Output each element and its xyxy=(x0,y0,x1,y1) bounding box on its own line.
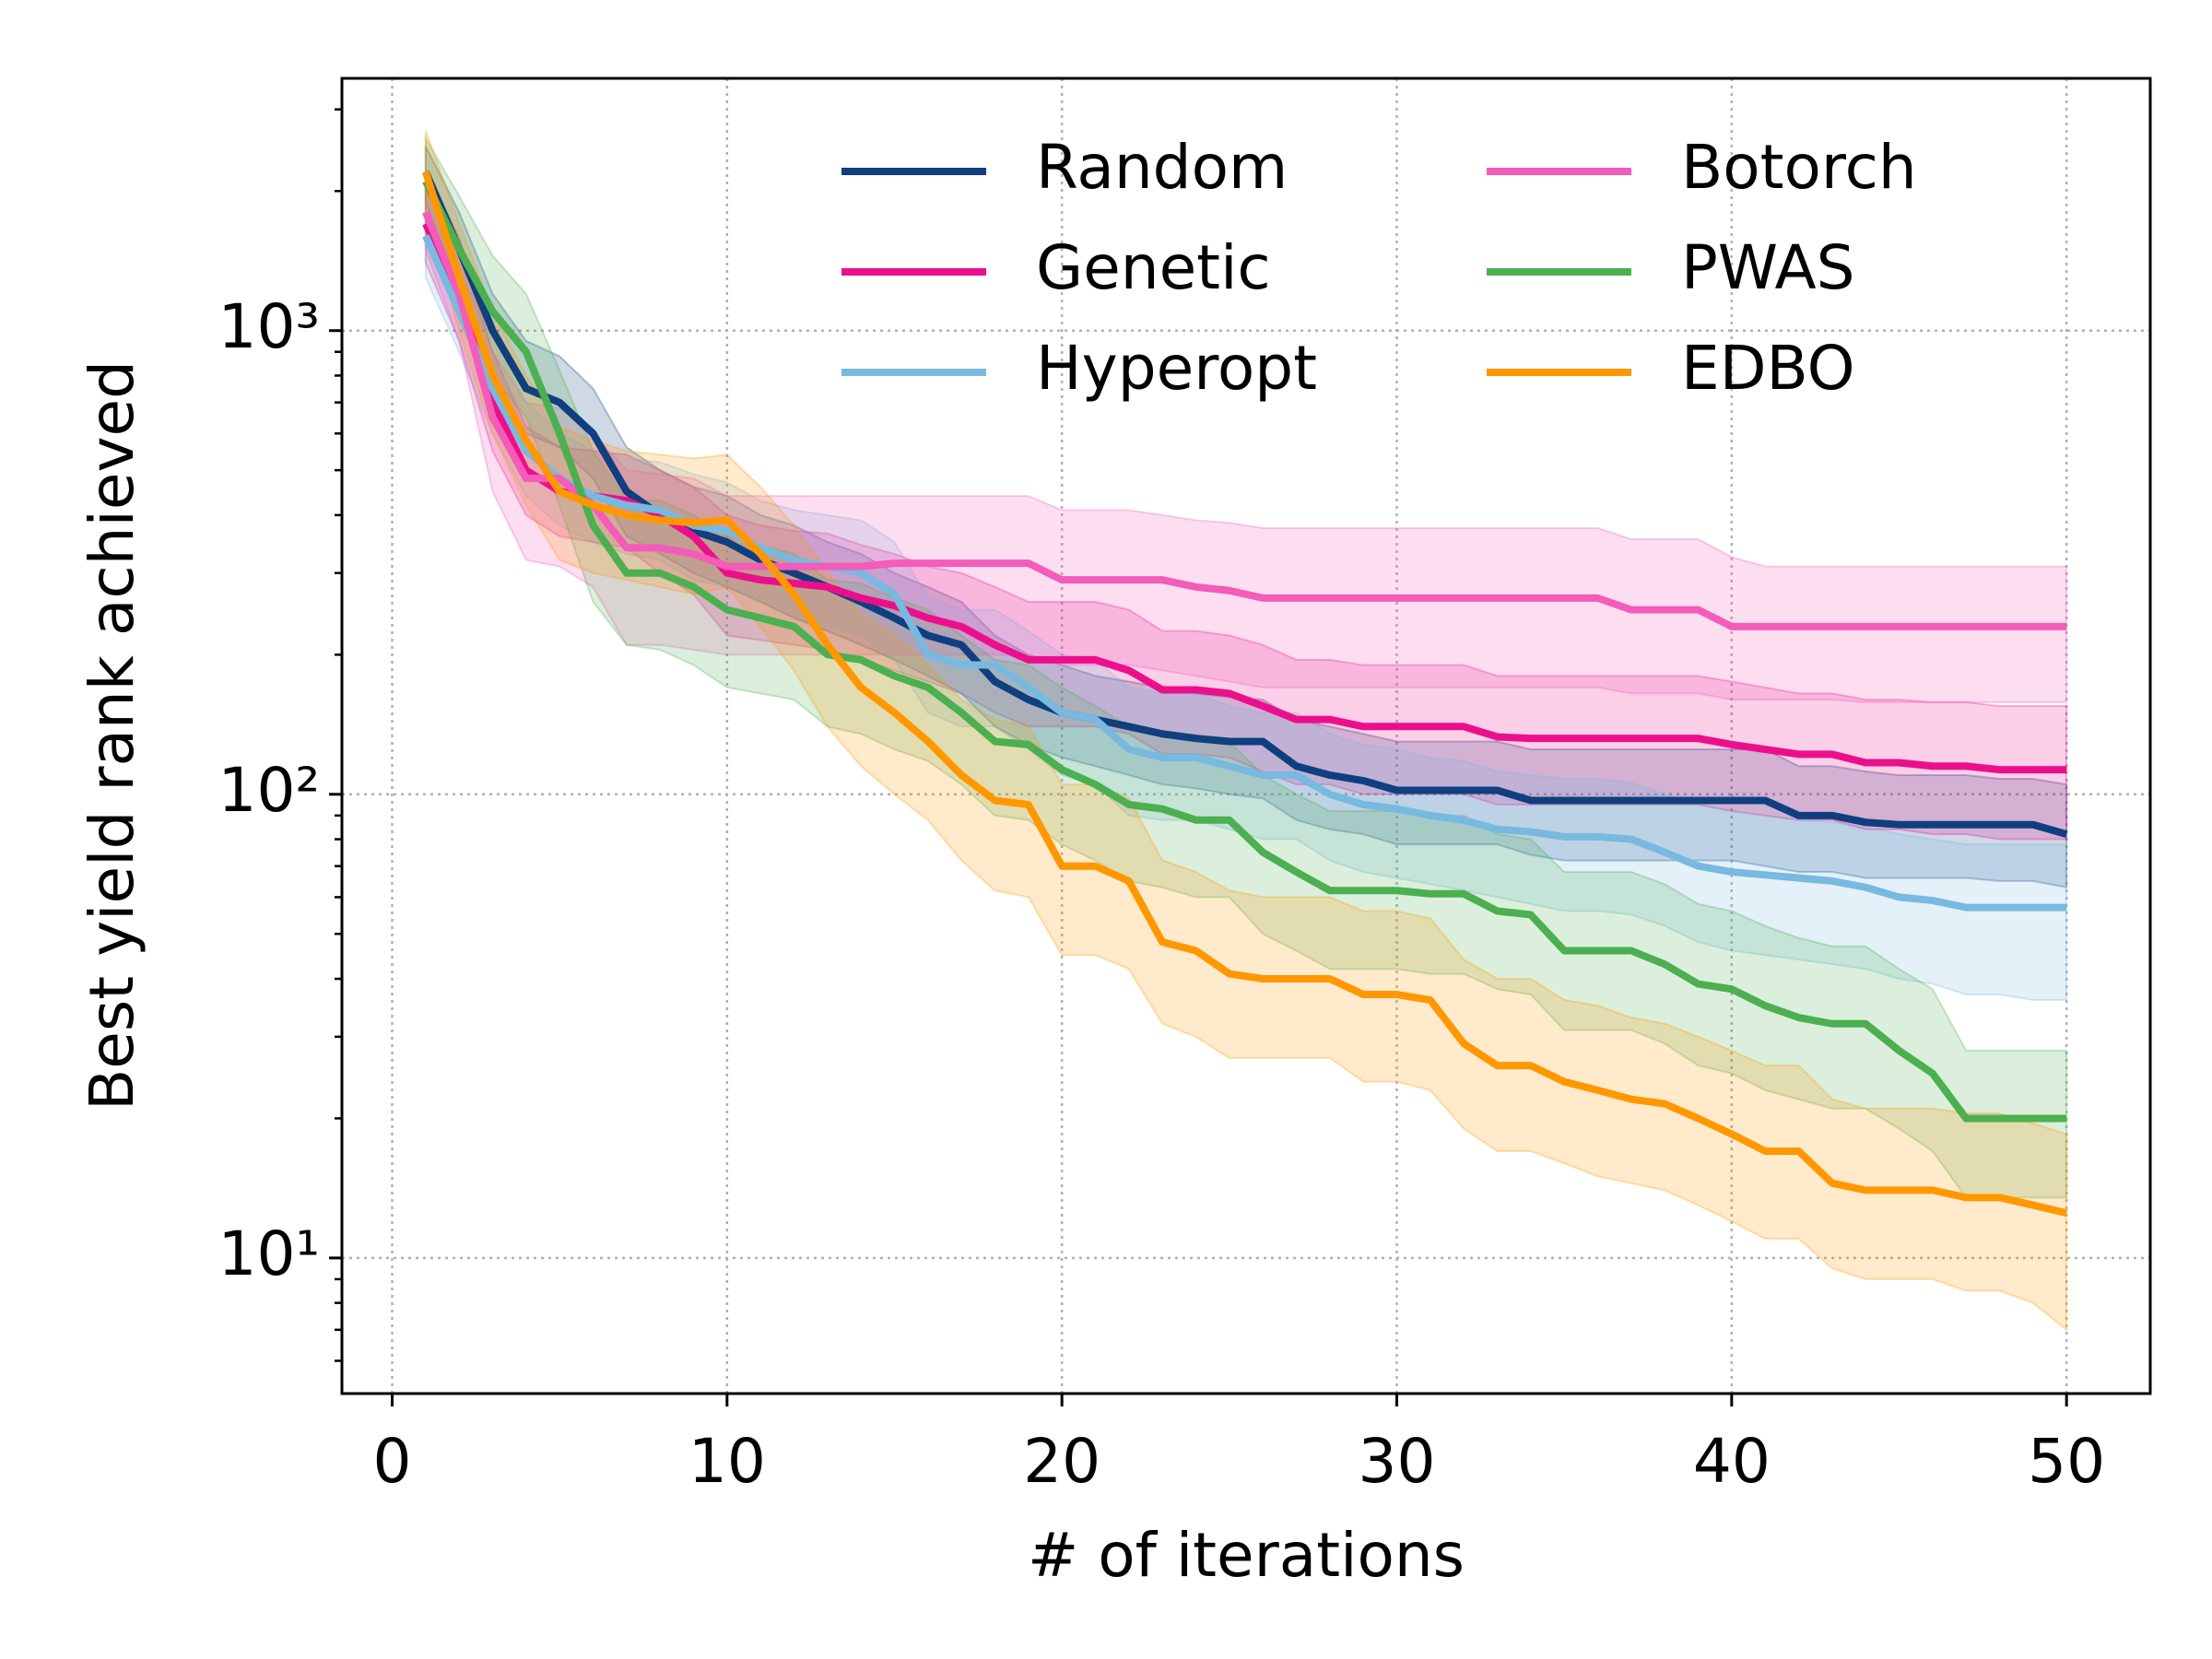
y-axis-label: Best yield rank achieved xyxy=(76,360,147,1111)
plot-frame xyxy=(340,76,2152,1395)
x-tick-label: 50 xyxy=(2028,1426,2105,1497)
error-band xyxy=(424,135,2068,1199)
y-tick-label: 10² xyxy=(218,755,320,826)
series-line xyxy=(422,222,2067,774)
series-line xyxy=(422,171,2068,1218)
x-tick-label: 0 xyxy=(373,1426,412,1497)
x-tick-label: 10 xyxy=(688,1426,766,1497)
legend-label: Hyperopt xyxy=(1036,333,1317,404)
x-tick-label: 40 xyxy=(1693,1426,1771,1497)
legend-label: Botorch xyxy=(1681,132,1917,203)
error-band xyxy=(424,130,2068,1332)
legend-label: EDBO xyxy=(1681,333,1855,404)
legend: Random Genetic Hyperopt Botorch PWAS EDBO xyxy=(841,132,1917,404)
x-tick-label: 20 xyxy=(1023,1426,1100,1497)
error-band xyxy=(424,187,2068,841)
series-line xyxy=(422,234,2067,912)
x-axis-label: # of iterations xyxy=(1028,1520,1465,1591)
legend-label: Genetic xyxy=(1036,232,1271,303)
series-line xyxy=(422,170,2068,839)
x-tick-label: 30 xyxy=(1359,1426,1436,1497)
legend-label: PWAS xyxy=(1681,232,1855,303)
series-line xyxy=(422,179,2067,1123)
series-line xyxy=(422,210,2067,630)
legend-label: Random xyxy=(1036,132,1288,203)
y-tick-label: 10³ xyxy=(218,291,320,362)
y-tick-label: 10¹ xyxy=(218,1218,320,1289)
